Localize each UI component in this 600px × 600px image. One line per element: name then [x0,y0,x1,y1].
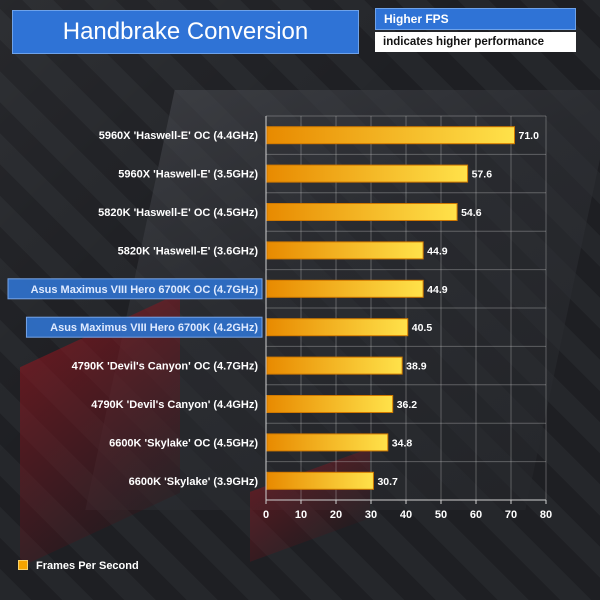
category-label: 5820K 'Haswell-E' (3.6GHz) [118,245,259,257]
bar-value-label: 40.5 [412,322,433,334]
legend-swatch [18,560,28,571]
bars: 5960X 'Haswell-E' OC (4.4GHz) 71.0 5960X '… [7,126,540,490]
axes: 0 10 20 30 40 50 60 70 80 [263,116,552,521]
category-highlight [25,316,263,338]
category-label: 4790K 'Devil's Canyon' (4.4GHz) [91,399,258,411]
bar [266,279,424,298]
x-tick-label: 30 [365,509,377,521]
x-tick-label: 80 [540,509,552,521]
x-tick-label: 10 [295,509,307,521]
bar-value-label: 34.8 [392,437,413,449]
higher-fps-label: Higher FPS [375,8,576,30]
bar-value-label: 30.7 [377,476,398,488]
bar-value-label: 71.0 [519,130,540,142]
bar [266,471,374,490]
category-label: 6600K 'Skylake' OC (4.5GHz) [109,437,258,449]
bar [266,203,458,221]
category-highlight [7,278,263,300]
chart-title: Handbrake Conversion [12,10,359,54]
category-label: 5960X 'Haswell-E' (3.5GHz) [118,169,258,181]
bar [266,395,394,413]
category-label: Asus Maximus VIII Hero 6700K OC (4.7GHz) [31,284,259,296]
category-label: Asus Maximus VIII Hero 6700K (4.2GHz) [50,322,258,334]
x-tick-label: 60 [470,509,482,521]
legend-label: Frames Per Second [36,560,139,572]
x-tick-label: 50 [435,509,447,521]
indicates-label: indicates higher performance [375,32,576,52]
category-label: 6600K 'Skylake' (3.9GHz) [129,476,259,488]
bar [266,241,424,260]
bar-value-label: 44.9 [427,284,448,296]
bar-value-label: 57.6 [472,169,493,181]
bar-value-label: 36.2 [397,399,418,411]
bar [266,356,403,375]
bar-value-label: 54.6 [461,207,482,219]
category-label: 4790K 'Devil's Canyon' OC (4.7GHz) [72,361,259,373]
x-tick-label: 70 [505,509,517,521]
x-tick-label: 0 [263,509,269,521]
bar [266,164,469,183]
bar [266,318,409,337]
bar-value-label: 44.9 [427,245,448,257]
bar-value-label: 38.9 [406,361,427,373]
bar [266,126,515,145]
x-tick-label: 20 [330,509,342,521]
legend: Frames Per Second [18,559,139,573]
category-label: 5960X 'Haswell-E' OC (4.4GHz) [99,130,259,142]
bar [266,433,389,452]
category-label: 5820K 'Haswell-E' OC (4.5GHz) [98,207,258,219]
x-tick-label: 40 [400,509,412,521]
